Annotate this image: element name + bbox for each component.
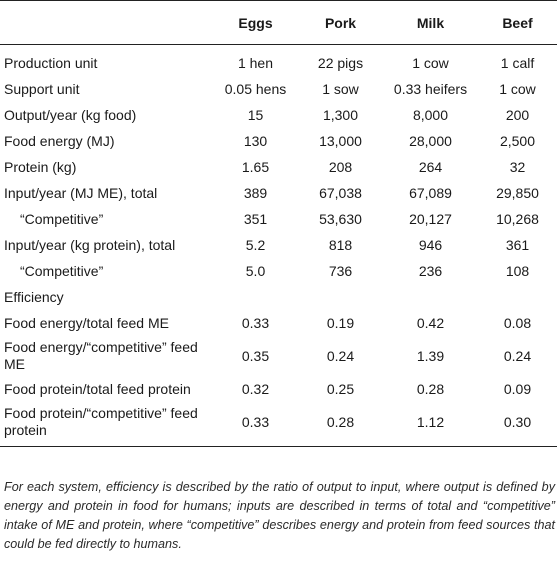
row-label: Food energy (MJ) <box>4 132 115 149</box>
table-row: Production unit 1 hen 22 pigs 1 cow 1 ca… <box>0 45 557 77</box>
cell-eggs: 130 <box>243 132 268 149</box>
header-eggs: Eggs <box>213 0 298 45</box>
cell-milk: 28,000 <box>409 132 452 149</box>
cell-milk <box>383 284 478 310</box>
cell-pork: 208 <box>328 158 353 175</box>
header-beef: Beef <box>478 0 557 45</box>
cell-milk: 236 <box>418 262 443 279</box>
cell-beef: 1 calf <box>500 54 535 71</box>
cell-pork: 22 pigs <box>317 54 364 71</box>
cell-eggs: 0.32 <box>241 380 270 397</box>
table-footnote: For each system, efficiency is described… <box>4 480 555 551</box>
cell-milk: 1.39 <box>416 347 445 364</box>
row-label: Food protein/“competitive” feed protein <box>0 402 213 447</box>
cell-eggs: 0.35 <box>241 347 270 364</box>
cell-beef: 200 <box>505 106 530 123</box>
efficiency-table: Eggs Pork Milk Beef Production unit 1 he… <box>0 0 557 447</box>
cell-milk: 0.42 <box>416 314 445 331</box>
cell-eggs: 1.65 <box>241 158 270 175</box>
cell-beef: 29,850 <box>496 184 539 201</box>
cell-milk: 67,089 <box>409 184 452 201</box>
table-row: Food protein/“competitive” feed protein … <box>0 402 557 447</box>
table-row: Food energy/“competitive” feed ME 0.35 0… <box>0 336 557 376</box>
cell-eggs: 351 <box>243 210 268 227</box>
cell-eggs: 389 <box>243 184 268 201</box>
cell-pork: 67,038 <box>319 184 362 201</box>
cell-eggs: 5.0 <box>245 262 266 279</box>
header-row: Eggs Pork Milk Beef <box>0 0 557 45</box>
row-label: Output/year (kg food) <box>4 106 137 123</box>
cell-milk: 20,127 <box>409 210 452 227</box>
cell-eggs: 15 <box>247 106 264 123</box>
cell-pork: 818 <box>328 236 353 253</box>
cell-pork: 0.25 <box>326 380 355 397</box>
cell-beef: 10,268 <box>496 210 539 227</box>
cell-pork: 0.24 <box>326 347 355 364</box>
table-row: Food energy (MJ) 130 13,000 28,000 2,500 <box>0 128 557 154</box>
cell-eggs: 0.33 <box>213 402 298 447</box>
cell-milk: 946 <box>418 236 443 253</box>
cell-eggs: 0.33 <box>241 314 270 331</box>
table-body: Production unit 1 hen 22 pigs 1 cow 1 ca… <box>0 45 557 447</box>
cell-eggs: 1 hen <box>237 54 274 71</box>
table-header: Eggs Pork Milk Beef <box>0 0 557 45</box>
cell-beef: 0.30 <box>478 402 557 447</box>
cell-milk: 1.12 <box>383 402 478 447</box>
cell-beef: 108 <box>505 262 530 279</box>
table-row: Protein (kg) 1.65 208 264 32 <box>0 154 557 180</box>
cell-pork: 1 sow <box>322 80 359 97</box>
row-label: Production unit <box>4 54 98 71</box>
table-row: Input/year (kg protein), total 5.2 818 9… <box>0 232 557 258</box>
table-row: “Competitive” 351 53,630 20,127 10,268 <box>0 206 557 232</box>
cell-beef: 32 <box>509 158 526 175</box>
cell-eggs: 0.05 hens <box>224 80 287 97</box>
header-milk: Milk <box>383 0 478 45</box>
row-label: “Competitive” <box>20 262 104 279</box>
cell-pork: 1,300 <box>322 106 359 123</box>
table-row: Input/year (MJ ME), total 389 67,038 67,… <box>0 180 557 206</box>
cell-milk: 8,000 <box>412 106 449 123</box>
cell-milk: 0.33 heifers <box>393 80 468 97</box>
row-label: “Competitive” <box>20 210 104 227</box>
table-row: “Competitive” 5.0 736 236 108 <box>0 258 557 284</box>
cell-milk: 264 <box>418 158 443 175</box>
row-label: Input/year (MJ ME), total <box>4 184 158 201</box>
row-label: Input/year (kg protein), total <box>4 236 176 253</box>
cell-pork <box>298 284 383 310</box>
table-row: Support unit 0.05 hens 1 sow 0.33 heifer… <box>0 76 557 102</box>
table-row: Food protein/total feed protein 0.32 0.2… <box>0 376 557 402</box>
table-row-section: Efficiency <box>0 284 557 310</box>
cell-milk: 1 cow <box>412 54 449 71</box>
cell-pork: 0.28 <box>298 402 383 447</box>
table-row: Food energy/total feed ME 0.33 0.19 0.42… <box>0 310 557 336</box>
cell-pork: 736 <box>328 262 353 279</box>
cell-beef: 0.08 <box>503 314 532 331</box>
cell-pork: 13,000 <box>319 132 362 149</box>
cell-eggs: 5.2 <box>245 236 266 253</box>
cell-pork: 53,630 <box>319 210 362 227</box>
cell-beef: 361 <box>505 236 530 253</box>
cell-milk: 0.28 <box>416 380 445 397</box>
header-blank <box>0 0 213 45</box>
cell-pork: 0.19 <box>326 314 355 331</box>
table-row: Output/year (kg food) 15 1,300 8,000 200 <box>0 102 557 128</box>
cell-beef: 0.09 <box>503 380 532 397</box>
cell-beef: 1 cow <box>499 80 536 97</box>
row-label: Food energy/total feed ME <box>4 314 169 331</box>
header-pork: Pork <box>298 0 383 45</box>
row-label: Support unit <box>4 80 80 97</box>
cell-eggs <box>213 284 298 310</box>
row-label: Food protein/total feed protein <box>4 380 191 397</box>
cell-beef <box>478 284 557 310</box>
cell-beef: 0.24 <box>503 347 532 364</box>
section-label: Efficiency <box>4 288 64 305</box>
row-label: Protein (kg) <box>4 158 77 175</box>
cell-beef: 2,500 <box>499 132 536 149</box>
row-label: Food energy/“competitive” feed ME <box>4 339 198 372</box>
